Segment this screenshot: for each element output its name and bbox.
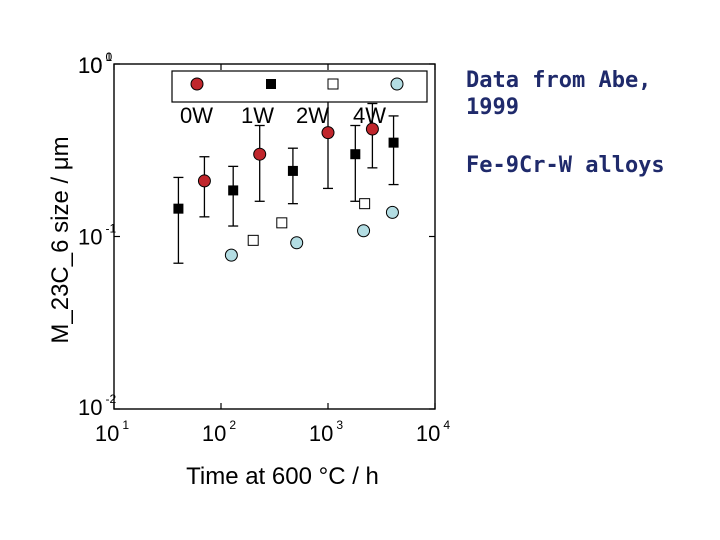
plot-frame	[113, 63, 436, 410]
data-point-2W	[276, 217, 288, 229]
x-axis-title: Time at 600 °C / h	[186, 463, 379, 490]
legend-marker-2W	[327, 78, 339, 90]
legend-label-2W: 2W	[296, 103, 329, 128]
data-point-1W	[287, 165, 298, 176]
legend-label-1W: 1W	[241, 103, 274, 128]
data-point-0W	[253, 147, 267, 161]
data-point-4W	[224, 248, 238, 262]
y-tick-label: 10 0	[78, 50, 112, 78]
annotation-data-source: Data from Abe, 1999	[466, 68, 652, 120]
data-point-1W	[388, 137, 399, 148]
data-point-4W	[385, 205, 399, 219]
data-point-1W	[228, 185, 239, 196]
legend-label-0W: 0W	[180, 103, 213, 128]
data-point-1W	[173, 203, 184, 214]
legend-label-4W: 4W	[353, 103, 386, 128]
legend-marker-0W	[190, 77, 204, 91]
data-point-0W	[321, 126, 335, 140]
legend-box	[171, 70, 428, 103]
data-point-1W	[350, 149, 361, 160]
legend-marker-1W	[266, 79, 276, 89]
annotation-alloy: Fe-9Cr-W alloys	[466, 153, 665, 178]
y-tick-label: 10 -1	[78, 221, 117, 249]
data-point-0W	[365, 122, 379, 136]
y-tick-label: 10 1	[78, 50, 112, 78]
x-tick-label: 10 2	[202, 418, 236, 446]
x-tick-label: 10 4	[416, 418, 450, 446]
y-axis-title: M_23C_6 size / μm	[47, 136, 74, 343]
x-tick-label: 10 1	[95, 418, 129, 446]
x-tick-label: 10 3	[309, 418, 343, 446]
data-point-2W	[247, 234, 259, 246]
data-point-2W	[359, 198, 371, 210]
legend-marker-4W	[390, 77, 404, 91]
data-point-4W	[290, 236, 304, 250]
data-point-4W	[357, 224, 371, 238]
y-tick-label: 10 -2	[78, 392, 117, 420]
data-point-0W	[197, 174, 211, 188]
